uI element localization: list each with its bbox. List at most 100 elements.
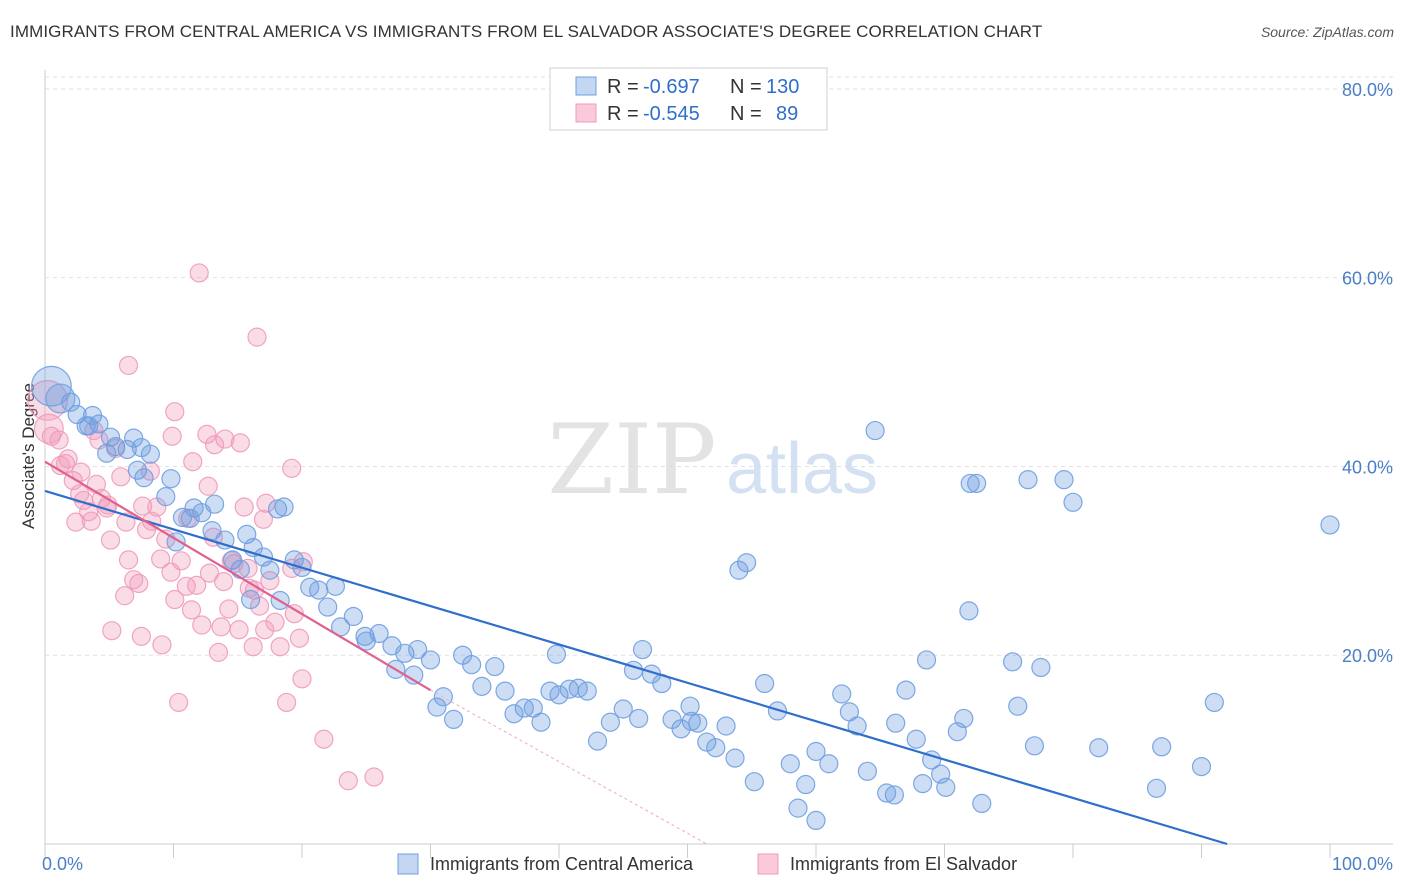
central-america-point	[857, 761, 878, 781]
el-salvador-point	[338, 771, 358, 791]
el-salvador-point	[199, 563, 220, 583]
central-america-point	[832, 684, 852, 704]
central-america-point	[1152, 737, 1172, 757]
central-america-point	[600, 712, 621, 732]
central-america-point	[549, 685, 569, 705]
central-america-point	[1089, 738, 1109, 758]
central-america-point	[796, 774, 816, 795]
central-america-point	[954, 708, 974, 729]
central-america-point	[896, 680, 916, 700]
central-america-point	[274, 497, 294, 517]
watermark-atlas: atlas	[726, 429, 878, 509]
el-salvador-point	[189, 263, 209, 283]
bottom-legend-label-pink: Immigrants from El Salvador	[790, 854, 1017, 874]
central-america-point	[716, 716, 736, 736]
el-salvador-point	[282, 458, 302, 478]
el-salvador-point	[260, 571, 280, 591]
el-salvador-point	[66, 512, 86, 532]
legend-n-label-1: N =	[730, 76, 762, 98]
trend-line-el-salvador	[44, 460, 432, 692]
el-salvador-point	[197, 424, 217, 444]
el-salvador-point	[133, 496, 153, 516]
x-tick-label-max: 100.0%	[1332, 854, 1393, 874]
central-america-point	[767, 701, 788, 721]
central-america-point	[1204, 692, 1224, 713]
central-america-point	[215, 530, 235, 550]
central-america-point	[205, 494, 225, 514]
series-el-salvador-points	[27, 263, 384, 791]
trend-line-el-salvador-extension	[430, 689, 708, 845]
central-america-point	[1024, 736, 1045, 756]
central-america-point	[444, 709, 464, 730]
legend-n-value-2: 89	[776, 103, 798, 125]
trend-lines	[44, 460, 1228, 846]
el-salvador-point	[364, 767, 384, 787]
central-america-point	[369, 623, 389, 644]
watermark-zip: ZIP	[547, 404, 716, 516]
el-salvador-point	[192, 615, 212, 635]
central-america-point	[1018, 470, 1038, 490]
el-salvador-point	[162, 426, 182, 446]
el-salvador-point	[214, 571, 234, 592]
central-america-point	[916, 650, 937, 670]
correlation-legend: R = -0.697 N = 130 R = -0.545 N = 89	[549, 67, 828, 131]
bottom-legend-label-blue: Immigrants from Central America	[430, 854, 694, 874]
central-america-point	[100, 427, 121, 447]
series-central-america-points	[31, 365, 1340, 831]
el-salvador-point	[187, 575, 207, 595]
central-america-point	[906, 729, 926, 749]
el-salvador-point	[169, 692, 189, 713]
el-salvador-point	[124, 570, 144, 590]
el-salvador-point	[100, 530, 121, 550]
central-america-point	[725, 748, 745, 768]
el-salvador-point	[102, 621, 122, 641]
legend-swatch-pink	[575, 103, 597, 123]
legend-r-value-2: -0.545	[643, 103, 700, 125]
central-america-point	[681, 711, 701, 731]
central-america-point	[343, 606, 363, 627]
central-america-point	[127, 460, 148, 480]
legend-r-value-1: -0.697	[643, 76, 700, 98]
el-salvador-point	[208, 642, 229, 662]
central-america-point	[420, 650, 441, 670]
el-salvador-point	[165, 402, 185, 422]
bottom-legend-swatch-blue	[397, 853, 419, 875]
x-tick-label-min: 0.0%	[42, 854, 83, 874]
central-america-point	[230, 559, 250, 579]
central-america-point	[1054, 470, 1074, 490]
el-salvador-point	[234, 497, 254, 517]
central-america-point	[806, 741, 826, 762]
central-america-point	[806, 810, 826, 831]
central-america-point	[1146, 778, 1167, 798]
central-america-point	[754, 673, 775, 694]
central-america-point	[577, 681, 597, 701]
el-salvador-point	[292, 669, 312, 689]
central-america-point	[744, 772, 764, 792]
el-salvador-point	[181, 600, 202, 620]
el-salvador-point	[205, 435, 225, 455]
central-america-point	[819, 754, 839, 774]
central-america-point	[504, 704, 524, 724]
el-salvador-point	[255, 620, 275, 640]
el-salvador-point	[111, 467, 131, 487]
el-salvador-point	[198, 476, 218, 496]
el-salvador-point	[238, 558, 258, 578]
central-america-point	[117, 439, 137, 460]
el-salvador-point	[81, 511, 101, 531]
central-america-point	[877, 783, 897, 803]
central-america-point	[680, 696, 700, 716]
el-salvador-point	[256, 493, 276, 513]
trend-line-central-america	[44, 489, 1228, 846]
watermark: ZIP atlas	[547, 404, 878, 516]
central-america-point	[967, 473, 987, 494]
central-america-point	[31, 365, 72, 407]
central-america-point	[427, 697, 447, 717]
central-america-point	[462, 655, 482, 675]
central-america-point	[124, 428, 144, 448]
central-america-point	[408, 639, 428, 660]
y-axis-label: Associate's Degree	[19, 383, 38, 529]
central-america-point	[318, 597, 338, 617]
bottom-legend: Immigrants from Central America Immigran…	[397, 853, 1017, 875]
central-america-point	[613, 699, 633, 719]
el-salvador-point	[183, 452, 203, 472]
